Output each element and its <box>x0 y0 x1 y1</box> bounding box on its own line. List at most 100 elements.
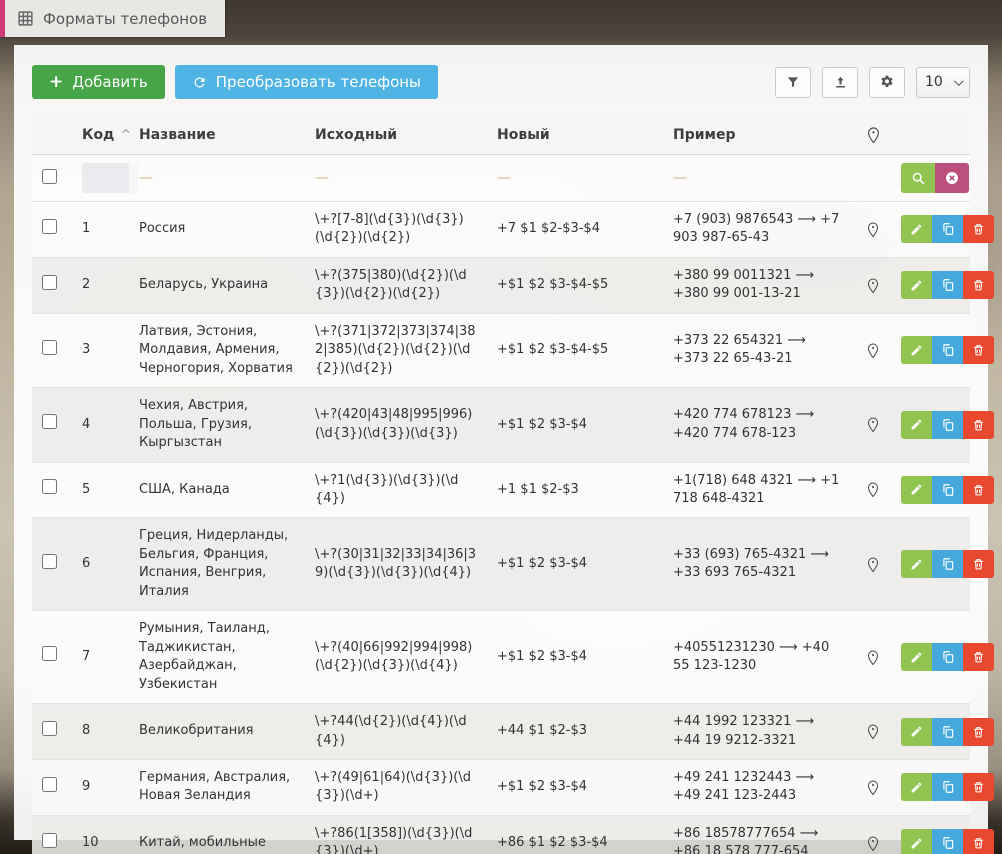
cell-new: +$1 $2 $3-$4-$5 <box>487 257 663 314</box>
row-checkbox[interactable] <box>42 339 57 355</box>
code-filter-input[interactable] <box>82 163 138 193</box>
header-code[interactable]: Код ^ <box>72 116 131 155</box>
map-pin-icon <box>867 836 879 852</box>
edit-button[interactable] <box>901 643 932 672</box>
row-checkbox[interactable] <box>42 479 57 495</box>
header-new[interactable]: Новый <box>487 116 663 155</box>
add-button[interactable]: + Добавить <box>32 65 165 99</box>
trash-icon <box>974 838 983 849</box>
edit-button[interactable] <box>901 773 932 802</box>
delete-button[interactable] <box>963 410 994 439</box>
edit-button[interactable] <box>901 410 932 439</box>
cell-code: 4 <box>72 387 129 463</box>
convert-phones-button[interactable]: Преобразовать телефоны <box>174 65 438 99</box>
edit-button[interactable] <box>901 829 932 854</box>
table-row: 5 США, Канада \+?1(\d{3})(\d{3})(\d{4}) … <box>32 462 994 519</box>
delete-button[interactable] <box>963 550 994 579</box>
cell-code: 7 <box>72 610 129 705</box>
row-checkbox[interactable] <box>42 720 57 736</box>
edit-button[interactable] <box>901 717 932 746</box>
header-name[interactable]: Название <box>129 116 305 155</box>
copy-button[interactable] <box>932 773 963 802</box>
window-tab[interactable]: Форматы телефонов <box>0 0 226 37</box>
copy-button[interactable] <box>932 336 963 365</box>
search-button[interactable] <box>901 163 935 193</box>
page-size-select[interactable]: 10 <box>916 66 970 98</box>
cell-example: +7 (903) 9876543 ⟶ +7 903 987-65-43 <box>663 201 855 258</box>
header-row: Код ^ Название Исходный Новый Пример <box>32 116 970 155</box>
cell-code: 2 <box>72 257 129 314</box>
cell-new: +$1 $2 $3-$4 <box>487 517 663 612</box>
edit-button[interactable] <box>901 550 932 579</box>
copy-button[interactable] <box>932 829 963 854</box>
upload-button[interactable] <box>822 66 858 98</box>
delete-button[interactable] <box>963 336 994 365</box>
copy-button[interactable] <box>932 410 963 439</box>
cell-code: 5 <box>72 462 129 519</box>
toolbar: + Добавить Преобразовать телефоны <box>32 65 970 99</box>
delete-button[interactable] <box>963 271 994 300</box>
edit-button[interactable] <box>901 215 932 244</box>
row-checkbox[interactable] <box>42 776 57 792</box>
gear-icon <box>881 75 893 87</box>
cell-name: Румыния, Таиланд, Таджикистан, Азербайдж… <box>129 610 305 705</box>
cell-code: 9 <box>72 759 129 816</box>
clear-filter-button[interactable] <box>935 163 969 193</box>
copy-button[interactable] <box>932 717 963 746</box>
delete-button[interactable] <box>963 773 994 802</box>
delete-button[interactable] <box>963 475 994 504</box>
header-source[interactable]: Исходный <box>305 116 487 155</box>
cell-source: \+?(420|43|48|995|996)(\d{3})(\d{3})(\d{… <box>305 387 487 463</box>
pencil-icon <box>911 726 922 737</box>
cell-source: \+?[7-8](\d{3})(\d{3})(\d{2})(\d{2}) <box>305 201 487 258</box>
delete-button[interactable] <box>963 829 994 854</box>
name-filter-placeholder: — <box>139 170 153 186</box>
select-all-checkbox[interactable] <box>42 168 57 184</box>
map-pin-icon <box>867 127 879 144</box>
pencil-icon <box>911 838 922 849</box>
page-size-value: 10 <box>925 74 943 90</box>
delete-button[interactable] <box>963 643 994 672</box>
cell-code: 1 <box>72 201 129 258</box>
table-row: 7 Румыния, Таиланд, Таджикистан, Азербай… <box>32 610 994 705</box>
row-checkbox[interactable] <box>42 553 57 569</box>
header-example[interactable]: Пример <box>663 116 855 155</box>
table-row: 10 Китай, мобильные \+?86(1[358])(\d{3})… <box>32 815 994 854</box>
content-panel: + Добавить Преобразовать телефоны <box>14 45 994 854</box>
map-pin-icon <box>867 482 879 498</box>
cell-source: \+?(49|61|64)(\d{3})(\d{3})(\d+) <box>305 759 487 816</box>
copy-button[interactable] <box>932 643 963 672</box>
plus-icon: + <box>49 71 64 92</box>
map-pin-icon <box>867 278 879 294</box>
row-checkbox[interactable] <box>42 274 57 290</box>
cell-code: 3 <box>72 313 129 389</box>
row-checkbox[interactable] <box>42 832 57 848</box>
trash-icon <box>974 726 983 737</box>
copy-icon <box>942 558 953 571</box>
cell-new: +$1 $2 $3-$4-$5 <box>487 313 663 389</box>
delete-button[interactable] <box>963 717 994 746</box>
add-button-label: Добавить <box>72 73 148 91</box>
edit-button[interactable] <box>901 336 932 365</box>
filter-row: — — — — <box>32 154 970 202</box>
row-checkbox[interactable] <box>42 646 57 662</box>
cell-example: +33 (693) 765-4321 ⟶ +33 693 765-4321 <box>663 517 855 612</box>
copy-button[interactable] <box>932 475 963 504</box>
settings-button[interactable] <box>869 66 905 98</box>
edit-button[interactable] <box>901 475 932 504</box>
edit-button[interactable] <box>901 271 932 300</box>
table-row: 8 Великобритания \+?44(\d{2})(\d{4})(\d{… <box>32 703 994 760</box>
new-filter-placeholder: — <box>497 170 511 186</box>
cell-new: +$1 $2 $3-$4 <box>487 759 663 816</box>
copy-icon <box>942 651 953 663</box>
row-checkbox[interactable] <box>42 218 57 234</box>
copy-button[interactable] <box>932 271 963 300</box>
row-checkbox[interactable] <box>42 414 57 430</box>
filter-button[interactable] <box>775 66 811 98</box>
map-pin-icon <box>867 780 879 796</box>
cell-example: +44 1992 123321 ⟶ +44 19 9212-3321 <box>663 703 855 760</box>
delete-button[interactable] <box>963 215 994 244</box>
map-pin-icon <box>867 417 879 433</box>
copy-button[interactable] <box>932 215 963 244</box>
copy-button[interactable] <box>932 550 963 579</box>
